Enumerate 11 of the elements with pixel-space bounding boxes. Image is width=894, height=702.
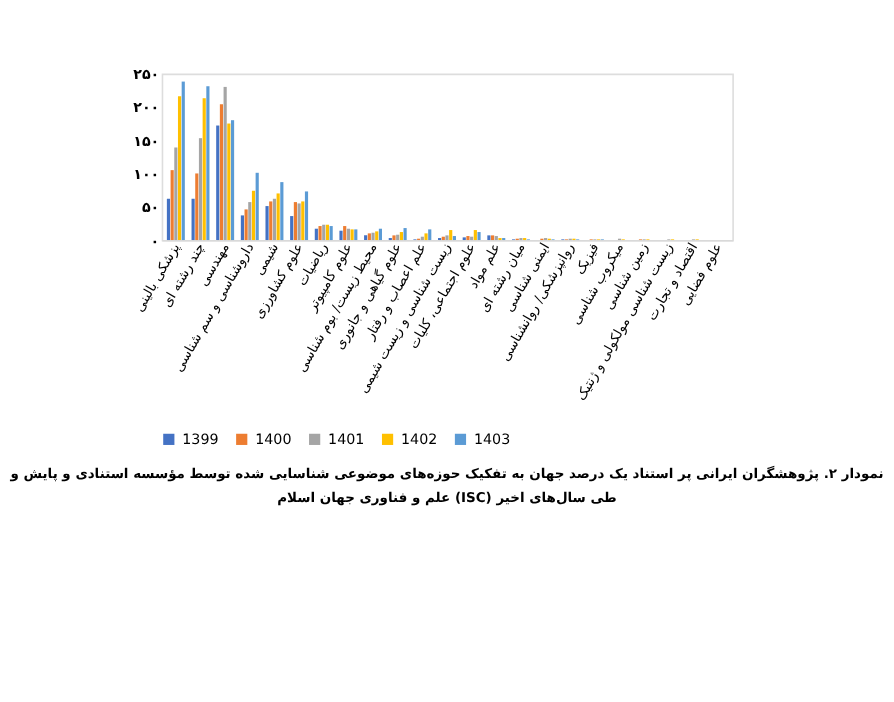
legend-label: 1400 xyxy=(255,430,293,449)
y-tick-label: ۵۰ xyxy=(141,198,160,217)
y-tick-label: ۰ xyxy=(150,231,160,250)
y-tick-label: ۲۰۰ xyxy=(133,98,160,117)
legend-label: 1402 xyxy=(401,430,438,449)
y-tick-label: ۱۰۰ xyxy=(133,165,160,184)
legend-label: 1399 xyxy=(182,430,220,449)
legend-label: 1403 xyxy=(473,430,511,449)
legend-label: 1401 xyxy=(328,430,365,449)
y-tick-label: ۱۵۰ xyxy=(133,131,160,150)
y-tick-label: ۲۵۰ xyxy=(133,65,160,84)
